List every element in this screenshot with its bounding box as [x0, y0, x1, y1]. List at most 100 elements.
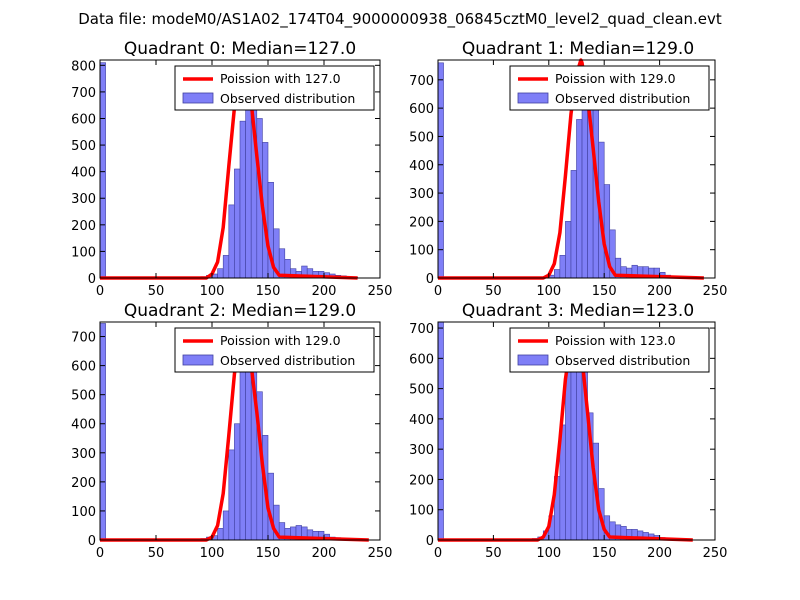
subplot-title: Quadrant 0: Median=127.0 [124, 39, 356, 59]
subplot-quadrant-1: Quadrant 1: Median=129.0 0 50 100 150 200 250… [409, 39, 727, 299]
y-tick-label: 700 [409, 74, 434, 89]
histogram-bar [437, 321, 444, 541]
x-tick-label: 250 [368, 284, 393, 299]
histogram-bar [234, 423, 241, 541]
y-tick-label: 0 [88, 272, 96, 287]
histogram-bar [559, 255, 566, 279]
histogram-bar [576, 119, 583, 279]
y-tick-label: 500 [71, 389, 96, 404]
y-tick-label: 500 [409, 130, 434, 145]
y-tick-label: 100 [71, 505, 96, 520]
x-tick-label: 0 [434, 546, 442, 561]
y-tick-label: 800 [71, 59, 96, 74]
y-tick-label: 300 [71, 192, 96, 207]
y-tick-label: 700 [71, 331, 96, 346]
histogram-bars [99, 62, 358, 279]
x-tick-label: 50 [485, 284, 502, 299]
x-tick-label: 50 [148, 546, 165, 561]
legend-bar-swatch [182, 354, 214, 366]
legend-label: Observed distribution [555, 353, 690, 368]
histogram-bar [99, 62, 106, 279]
y-tick-label: 400 [409, 413, 434, 428]
histogram-bar [437, 62, 444, 279]
x-tick-label: 200 [312, 284, 337, 299]
y-tick-label: 0 [426, 272, 434, 287]
histogram-bar [222, 510, 230, 541]
legend: Poission with 129.0 Observed distribution [509, 65, 710, 111]
legend: Poission with 127.0 Observed distribution [174, 65, 375, 111]
y-tick-label: 400 [71, 418, 96, 433]
histogram-bar [239, 120, 246, 279]
legend-label: Poission with 129.0 [555, 71, 676, 86]
histogram-bar [570, 170, 577, 279]
x-tick-label: 150 [592, 546, 617, 561]
x-tick-label: 150 [592, 284, 617, 299]
x-tick-label: 100 [200, 284, 225, 299]
y-tick-label: 100 [71, 245, 96, 260]
y-tick-label: 400 [409, 159, 434, 174]
subplot-title: Quadrant 3: Median=123.0 [462, 301, 694, 321]
legend-label: Observed distribution [555, 91, 690, 106]
y-tick-label: 300 [409, 187, 434, 202]
x-tick-label: 50 [148, 284, 165, 299]
x-tick-label: 250 [703, 284, 728, 299]
x-tick-label: 200 [312, 546, 337, 561]
histogram-bar [245, 91, 252, 279]
histogram-bar [234, 168, 241, 279]
x-tick-label: 250 [368, 546, 393, 561]
y-tick-label: 600 [409, 352, 434, 367]
legend-box [174, 65, 375, 111]
legend: Poission with 129.0 Observed distribution [174, 327, 375, 373]
y-tick-label: 300 [409, 443, 434, 458]
axes-frame [99, 321, 381, 541]
histogram-bar [222, 255, 230, 279]
x-tick-label: 50 [485, 546, 502, 561]
x-tick-label: 100 [200, 546, 225, 561]
axes-frame [437, 321, 716, 541]
x-tick-label: 100 [536, 284, 561, 299]
y-tick-label: 0 [88, 534, 96, 549]
x-tick-label: 0 [96, 546, 104, 561]
histogram-bar [217, 528, 224, 541]
x-tick-label: 100 [536, 546, 561, 561]
subplot-quadrant-0: Quadrant 0: Median=127.0 0 50 100 150 200 250… [71, 39, 392, 299]
legend-label: Observed distribution [220, 91, 355, 106]
y-tick-label: 700 [409, 322, 434, 337]
histogram-bar [565, 221, 572, 279]
y-tick-label: 100 [409, 244, 434, 259]
legend-bar-swatch [517, 92, 549, 104]
y-tick-label: 600 [71, 112, 96, 127]
legend-label: Poission with 129.0 [220, 333, 341, 348]
suptitle: Data file: modeM0/AS1A02_174T04_90000009… [78, 10, 722, 29]
subplot-quadrant-2: Quadrant 2: Median=129.0 0 50 100 150 200 250… [71, 301, 392, 561]
histogram-bar [217, 268, 224, 279]
y-tick-label: 600 [409, 102, 434, 117]
x-tick-label: 150 [256, 546, 281, 561]
x-tick-label: 250 [703, 546, 728, 561]
legend: Poission with 123.0 Observed distribution [509, 327, 710, 373]
histogram-bar [239, 368, 246, 541]
subplot-title: Quadrant 2: Median=129.0 [124, 301, 356, 321]
y-tick-label: 400 [71, 166, 96, 181]
y-tick-label: 600 [71, 360, 96, 375]
y-tick-label: 200 [409, 473, 434, 488]
histogram-bar [554, 269, 561, 279]
y-tick-label: 500 [71, 139, 96, 154]
subplot-title: Quadrant 1: Median=129.0 [462, 39, 694, 59]
histogram-bar [228, 204, 235, 279]
x-tick-label: 0 [434, 284, 442, 299]
y-tick-label: 100 [409, 504, 434, 519]
histogram-bar [99, 323, 106, 541]
y-tick-label: 700 [71, 86, 96, 101]
x-tick-label: 200 [647, 546, 672, 561]
legend-bar-swatch [517, 354, 549, 366]
y-tick-label: 200 [409, 215, 434, 230]
legend-bar-swatch [182, 92, 214, 104]
histogram-bar [565, 367, 572, 541]
y-tick-label: 200 [71, 219, 96, 234]
axes-frame [437, 59, 716, 279]
y-tick-label: 300 [71, 447, 96, 462]
legend-label: Poission with 123.0 [555, 333, 676, 348]
y-tick-label: 500 [409, 383, 434, 398]
